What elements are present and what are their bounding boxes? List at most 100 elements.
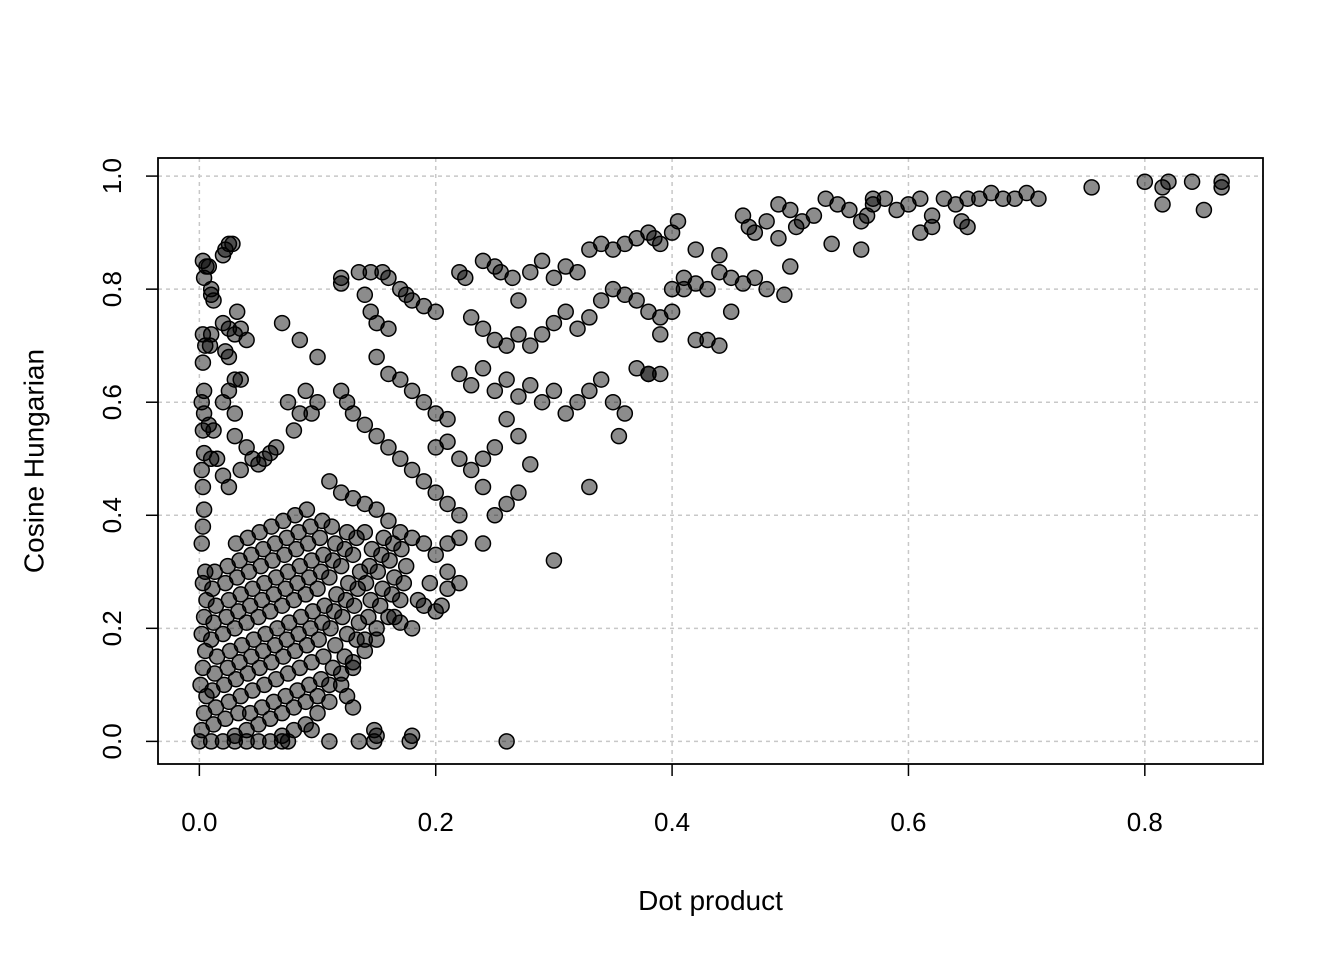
data-point bbox=[226, 405, 244, 422]
data-point bbox=[569, 393, 586, 411]
data-point bbox=[298, 501, 316, 518]
data-point bbox=[232, 461, 249, 479]
x-axis-title: Dot product bbox=[638, 885, 783, 916]
data-point bbox=[498, 495, 515, 513]
data-point bbox=[581, 382, 598, 400]
data-point bbox=[226, 427, 244, 445]
data-point bbox=[315, 546, 332, 564]
data-point bbox=[699, 280, 716, 298]
data-point bbox=[498, 337, 515, 354]
data-point bbox=[427, 484, 444, 501]
y-tick-label: 1.0 bbox=[97, 158, 127, 194]
data-point bbox=[510, 484, 527, 501]
data-point bbox=[439, 563, 456, 581]
data-point bbox=[746, 269, 764, 287]
data-point bbox=[451, 529, 468, 547]
data-point bbox=[321, 676, 338, 694]
data-point bbox=[959, 218, 976, 236]
data-point bbox=[193, 625, 210, 643]
data-point bbox=[200, 258, 218, 275]
data-point bbox=[439, 410, 456, 428]
data-point bbox=[332, 275, 350, 292]
data-point bbox=[841, 201, 858, 219]
data-point bbox=[415, 535, 433, 552]
data-point bbox=[510, 326, 527, 343]
data-point bbox=[912, 190, 929, 207]
data-point bbox=[923, 207, 941, 224]
data-point bbox=[581, 309, 598, 326]
data-point bbox=[652, 235, 669, 253]
data-point bbox=[238, 331, 255, 349]
data-point bbox=[323, 518, 340, 535]
y-tick-label: 0.0 bbox=[97, 723, 127, 759]
data-point bbox=[194, 354, 212, 371]
data-point bbox=[427, 546, 444, 564]
data-point bbox=[486, 382, 504, 400]
data-point bbox=[393, 540, 410, 558]
data-point bbox=[311, 529, 329, 547]
data-point bbox=[344, 546, 362, 564]
data-point bbox=[451, 365, 468, 383]
data-point bbox=[770, 230, 787, 247]
data-point bbox=[285, 422, 303, 439]
data-point bbox=[336, 648, 353, 665]
data-point bbox=[1136, 173, 1154, 190]
y-tick-label: 0.6 bbox=[97, 384, 127, 420]
data-point bbox=[498, 371, 515, 388]
data-point bbox=[368, 501, 385, 518]
data-point bbox=[327, 535, 344, 552]
data-point bbox=[380, 320, 397, 337]
data-point bbox=[386, 569, 403, 586]
data-point bbox=[1213, 179, 1230, 196]
y-tick-label: 0.4 bbox=[97, 497, 127, 533]
data-point bbox=[202, 450, 220, 467]
data-point bbox=[316, 597, 333, 614]
data-point bbox=[687, 331, 704, 349]
data-point bbox=[224, 235, 241, 253]
data-point bbox=[356, 523, 374, 541]
data-point bbox=[959, 190, 976, 207]
data-point bbox=[205, 422, 222, 439]
data-point bbox=[462, 377, 480, 394]
data-point bbox=[474, 320, 492, 337]
data-point bbox=[338, 625, 356, 643]
data-point bbox=[375, 529, 392, 547]
data-point bbox=[457, 269, 474, 287]
data-point bbox=[361, 557, 378, 575]
data-point bbox=[474, 535, 492, 552]
data-point bbox=[356, 416, 374, 434]
data-point bbox=[510, 292, 527, 309]
data-point bbox=[758, 213, 775, 230]
data-point bbox=[362, 263, 379, 281]
data-point bbox=[332, 269, 350, 287]
data-point bbox=[267, 439, 285, 456]
data-point bbox=[228, 303, 246, 321]
x-tick-label: 0.8 bbox=[1127, 807, 1163, 837]
data-point bbox=[504, 269, 521, 287]
data-point bbox=[421, 574, 439, 592]
data-point bbox=[324, 552, 342, 569]
data-point bbox=[315, 648, 332, 665]
data-point bbox=[522, 456, 539, 473]
data-point bbox=[1183, 173, 1201, 190]
data-point bbox=[533, 393, 551, 411]
data-point bbox=[350, 614, 368, 631]
data-point bbox=[592, 371, 610, 388]
plot-frame bbox=[157, 157, 1264, 765]
data-point bbox=[322, 620, 339, 637]
data-point bbox=[486, 439, 504, 456]
data-point bbox=[663, 280, 681, 298]
data-point bbox=[392, 450, 409, 467]
data-point bbox=[545, 382, 563, 400]
data-point bbox=[337, 591, 355, 609]
data-point bbox=[309, 704, 326, 722]
data-point bbox=[363, 540, 381, 558]
data-point bbox=[474, 360, 492, 377]
data-point bbox=[380, 269, 397, 287]
data-point bbox=[787, 218, 805, 236]
data-point bbox=[357, 574, 375, 592]
data-point bbox=[569, 263, 586, 281]
data-point bbox=[498, 733, 515, 750]
data-point bbox=[545, 269, 563, 287]
data-point bbox=[368, 427, 385, 445]
